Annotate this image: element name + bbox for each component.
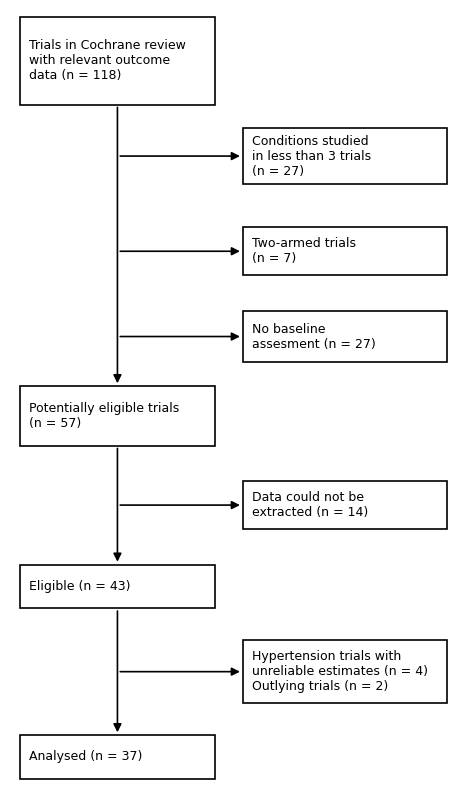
FancyBboxPatch shape: [243, 228, 447, 275]
Text: Conditions studied
in less than 3 trials
(n = 27): Conditions studied in less than 3 trials…: [252, 135, 371, 178]
Text: Trials in Cochrane review
with relevant outcome
data (n = 118): Trials in Cochrane review with relevant …: [29, 39, 186, 82]
Text: Analysed (n = 37): Analysed (n = 37): [29, 751, 143, 763]
FancyBboxPatch shape: [20, 18, 215, 104]
FancyBboxPatch shape: [20, 736, 215, 778]
Text: Two-armed trials
(n = 7): Two-armed trials (n = 7): [252, 237, 356, 265]
Text: Potentially eligible trials
(n = 57): Potentially eligible trials (n = 57): [29, 402, 180, 430]
Text: Data could not be
extracted (n = 14): Data could not be extracted (n = 14): [252, 491, 368, 519]
FancyBboxPatch shape: [20, 564, 215, 608]
FancyBboxPatch shape: [243, 640, 447, 704]
Text: No baseline
assesment (n = 27): No baseline assesment (n = 27): [252, 322, 376, 350]
Text: Eligible (n = 43): Eligible (n = 43): [29, 580, 131, 593]
FancyBboxPatch shape: [243, 128, 447, 184]
FancyBboxPatch shape: [243, 310, 447, 362]
Text: Hypertension trials with
unreliable estimates (n = 4)
Outlying trials (n = 2): Hypertension trials with unreliable esti…: [252, 650, 428, 693]
FancyBboxPatch shape: [243, 482, 447, 529]
FancyBboxPatch shape: [20, 386, 215, 446]
